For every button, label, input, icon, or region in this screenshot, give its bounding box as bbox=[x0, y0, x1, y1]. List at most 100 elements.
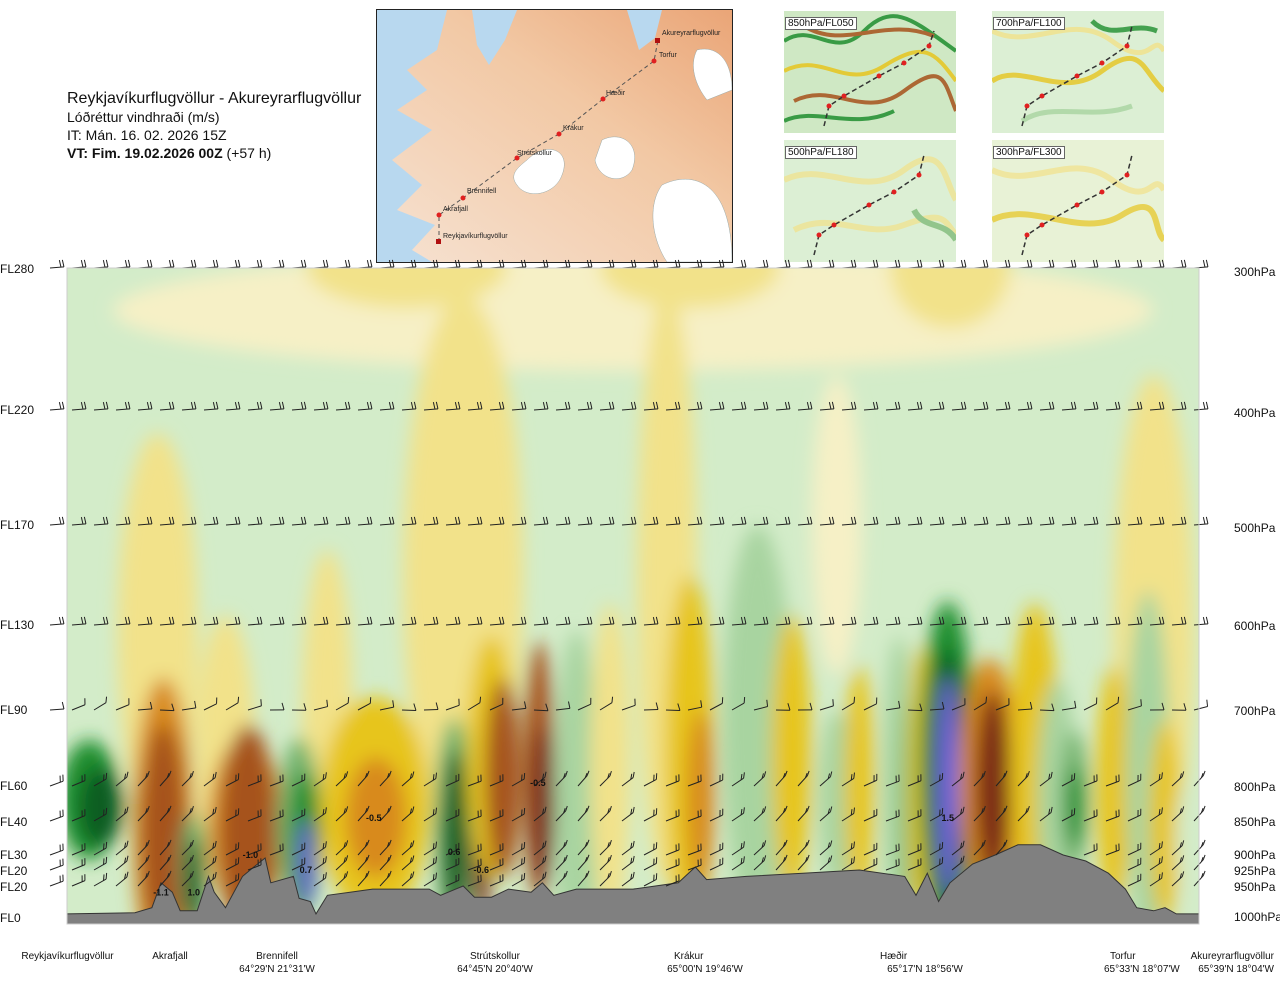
barb-flag bbox=[126, 840, 129, 847]
barb-flag bbox=[1161, 259, 1165, 267]
barb-flag bbox=[1004, 770, 1008, 776]
barb-flag bbox=[58, 260, 62, 268]
barb-shaft bbox=[643, 623, 658, 626]
barb-flag bbox=[124, 857, 127, 864]
barb-shaft bbox=[841, 862, 855, 871]
p-label-0: 300hPa bbox=[1234, 265, 1276, 279]
barb-shaft bbox=[423, 813, 437, 822]
barb-flag bbox=[345, 771, 349, 777]
barb-flag bbox=[985, 616, 989, 624]
barb-shaft bbox=[313, 408, 328, 411]
barb-flag bbox=[872, 260, 876, 268]
barb-shaft bbox=[555, 707, 570, 711]
barb-shaft bbox=[467, 780, 482, 787]
barb-shaft bbox=[225, 879, 239, 887]
barb-flag bbox=[827, 773, 831, 779]
barb-flag bbox=[1139, 259, 1143, 267]
barb-flag bbox=[391, 516, 395, 524]
barb-shaft bbox=[1105, 815, 1120, 822]
barb-flag bbox=[168, 839, 172, 845]
barb-flag bbox=[1202, 402, 1206, 410]
barb-flag bbox=[435, 807, 438, 814]
barb-shaft bbox=[269, 408, 284, 411]
barb-flag bbox=[410, 517, 414, 525]
barb-shaft bbox=[929, 813, 943, 822]
barb-flag bbox=[322, 808, 325, 815]
barb-flag bbox=[1026, 260, 1030, 268]
barb-shaft bbox=[379, 523, 394, 526]
barb-flag bbox=[234, 402, 238, 410]
barb-flag bbox=[652, 517, 656, 525]
barb-flag bbox=[630, 260, 634, 268]
station-name: Hæðir bbox=[880, 951, 908, 962]
barb-flag bbox=[806, 839, 810, 845]
barb-flag bbox=[853, 259, 857, 267]
barb-shaft bbox=[49, 880, 64, 887]
barb-flag bbox=[804, 772, 808, 779]
barb-flag bbox=[765, 616, 769, 624]
barb-flag bbox=[191, 840, 194, 846]
barb-shaft bbox=[753, 408, 768, 411]
barb-shaft bbox=[841, 523, 856, 526]
barb-flag bbox=[435, 516, 439, 524]
barb-flag bbox=[344, 402, 348, 410]
velocity-cell bbox=[1065, 767, 1084, 847]
barb-flag bbox=[1161, 841, 1163, 848]
barb-shaft bbox=[357, 408, 372, 411]
barb-flag bbox=[765, 516, 769, 524]
value-label-4: -0.5 bbox=[366, 813, 382, 823]
barb-flag bbox=[630, 517, 634, 525]
barb-flag bbox=[413, 401, 417, 409]
barb-flag bbox=[1158, 858, 1161, 864]
barb-flag bbox=[806, 260, 810, 268]
station-coord: 65°33'N 18°07'W bbox=[1104, 964, 1180, 975]
barb-shaft bbox=[1083, 703, 1097, 711]
barb-shaft bbox=[643, 814, 657, 822]
barb-flag bbox=[237, 401, 241, 409]
barb-flag bbox=[127, 516, 131, 524]
barb-shaft bbox=[1127, 863, 1141, 871]
barb-flag bbox=[763, 855, 767, 861]
barb-flag bbox=[761, 842, 764, 848]
barb-shaft bbox=[863, 814, 877, 822]
barb-flag bbox=[828, 260, 832, 268]
barb-flag bbox=[191, 771, 194, 777]
barb-flag bbox=[366, 870, 370, 876]
barb-flag bbox=[564, 402, 568, 410]
barb-flag bbox=[1180, 260, 1184, 268]
barb-flag bbox=[784, 260, 788, 268]
barb-flag bbox=[369, 401, 373, 409]
barb-shaft bbox=[643, 863, 657, 871]
barb-shaft bbox=[203, 523, 218, 526]
barb-flag bbox=[1092, 617, 1096, 625]
station-coord: 64°29'N 21°31'W bbox=[239, 964, 315, 975]
barb-flag bbox=[412, 806, 415, 812]
barb-shaft bbox=[445, 408, 460, 411]
barb-flag bbox=[1002, 807, 1006, 813]
station-coord: 65°39'N 18°04'W bbox=[1198, 964, 1274, 975]
barb-flag bbox=[1180, 517, 1184, 525]
barb-flag bbox=[325, 841, 327, 848]
barb-shaft bbox=[247, 705, 262, 711]
barb-flag bbox=[168, 870, 172, 876]
barb-flag bbox=[322, 617, 326, 625]
barb-flag bbox=[1092, 260, 1096, 268]
barb-flag bbox=[80, 517, 84, 525]
map-label-krakur: Krákur bbox=[563, 125, 584, 132]
barb-flag bbox=[1200, 772, 1204, 778]
velocity-cell bbox=[935, 676, 960, 896]
barb-flag bbox=[1183, 703, 1187, 711]
barb-shaft bbox=[687, 623, 702, 626]
p-label-5: 800hPa bbox=[1234, 780, 1276, 794]
mini-map-300-svg bbox=[992, 140, 1164, 262]
barb-flag bbox=[145, 842, 148, 848]
barb-shaft bbox=[445, 848, 459, 856]
barb-flag bbox=[567, 259, 571, 267]
barb-shaft bbox=[907, 408, 922, 411]
barb-flag bbox=[520, 517, 524, 525]
barb-shaft bbox=[203, 623, 218, 626]
barb-shaft bbox=[445, 879, 459, 887]
barb-shaft bbox=[489, 623, 504, 626]
barb-flag bbox=[523, 259, 527, 267]
barb-flag bbox=[565, 870, 568, 877]
